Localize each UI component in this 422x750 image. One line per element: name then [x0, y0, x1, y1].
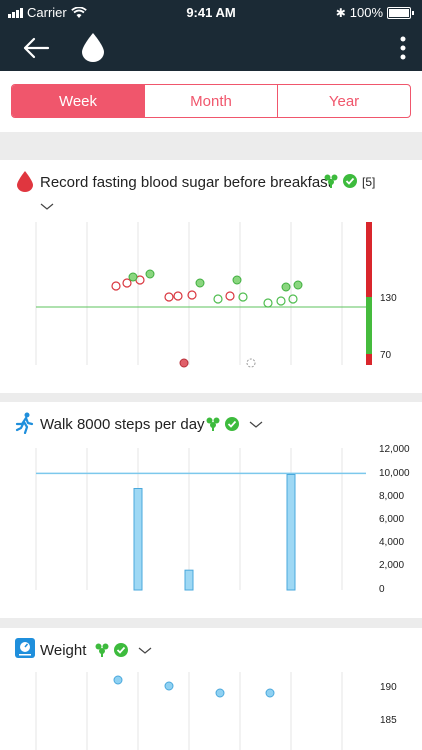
reading-point: [288, 294, 298, 304]
segment-month[interactable]: Month: [144, 85, 277, 117]
range-bar-high: [366, 222, 372, 297]
carrier-label: Carrier: [27, 5, 67, 20]
check-circle-icon: [343, 174, 357, 188]
reading-point: [111, 281, 121, 291]
step-bar: [184, 569, 194, 591]
carrier-info: Carrier: [8, 5, 87, 20]
range-bar-normal: [366, 297, 372, 354]
segment-year[interactable]: Year: [277, 85, 410, 117]
pending-marker: [246, 358, 256, 368]
bluetooth-icon: ✱: [335, 5, 346, 20]
reading-point: [164, 292, 174, 302]
y-label: 8,000: [379, 491, 405, 502]
y-label: 6,000: [379, 514, 405, 525]
reading-point: [238, 292, 248, 302]
y-label: 4,000: [379, 537, 405, 548]
weight-point: [164, 681, 174, 691]
blood-sugar-card[interactable]: Record fasting blood sugar before breakf…: [0, 160, 422, 393]
battery-percent: 100%: [349, 5, 383, 20]
reading-point: [263, 298, 273, 308]
running-person-icon: [15, 412, 34, 434]
range-bar-low: [366, 354, 372, 365]
blood-drop-icon: [82, 33, 104, 62]
blood-drop-icon: [17, 171, 33, 192]
entry-count: [5]: [362, 175, 376, 189]
check-circle-icon: [114, 643, 128, 657]
period-segmented-control: Week Month Year: [11, 84, 411, 118]
reading-point: [122, 278, 132, 288]
weight-point: [113, 675, 123, 685]
weight-card[interactable]: Weight 190 185: [0, 628, 422, 750]
steps-title: Walk 8000 steps per day: [40, 416, 205, 433]
chevron-down-icon[interactable]: [138, 647, 152, 655]
tree-icon: [324, 174, 338, 188]
reading-point: [145, 269, 155, 279]
y-label-70: 70: [380, 350, 392, 361]
y-label-130: 130: [380, 293, 397, 304]
y-label: 0: [379, 584, 385, 595]
chevron-down-icon[interactable]: [40, 203, 54, 211]
check-circle-icon: [225, 417, 239, 431]
steps-chart: [35, 448, 366, 591]
wifi-icon: [70, 6, 87, 18]
reading-point: [232, 275, 242, 285]
reading-point: [195, 278, 205, 288]
more-options-icon[interactable]: [396, 34, 410, 62]
weight-title: Weight: [40, 642, 87, 659]
low-reading-point: [179, 358, 189, 368]
clock: 9:41 AM: [186, 5, 236, 20]
reading-point: [225, 291, 235, 301]
tree-icon: [206, 417, 220, 431]
reading-point: [213, 294, 223, 304]
reading-point: [173, 291, 183, 301]
blood-sugar-title: Record fasting blood sugar before breakf…: [40, 174, 332, 191]
signal-icon: [8, 7, 23, 18]
y-label: 2,000: [379, 560, 405, 571]
weight-point: [215, 688, 225, 698]
reading-point: [128, 272, 138, 282]
scale-icon: [15, 638, 35, 658]
reading-point: [281, 282, 291, 292]
period-selector-area: Week Month Year: [0, 71, 422, 132]
weight-point: [265, 688, 275, 698]
step-bar: [133, 488, 143, 591]
segment-week[interactable]: Week: [12, 85, 144, 117]
reading-point: [187, 290, 197, 300]
reading-point: [276, 296, 286, 306]
back-arrow-icon[interactable]: [22, 36, 50, 60]
y-label-190: 190: [380, 682, 397, 693]
status-bar: Carrier 9:41 AM ✱ 100%: [0, 0, 422, 24]
battery-icon: [387, 6, 411, 19]
reading-point: [293, 280, 303, 290]
status-right: ✱ 100%: [336, 5, 414, 20]
nav-bar: [0, 24, 422, 71]
step-bar: [286, 474, 296, 591]
blood-sugar-chart: [35, 222, 372, 368]
steps-card[interactable]: Walk 8000 steps per day 12,000 10,000 8,…: [0, 402, 422, 618]
weight-chart: [35, 672, 343, 750]
y-label-185: 185: [380, 715, 397, 726]
chevron-down-icon[interactable]: [249, 421, 263, 429]
y-label: 12,000: [379, 444, 410, 455]
tree-icon: [95, 643, 109, 657]
y-label: 10,000: [379, 468, 410, 479]
